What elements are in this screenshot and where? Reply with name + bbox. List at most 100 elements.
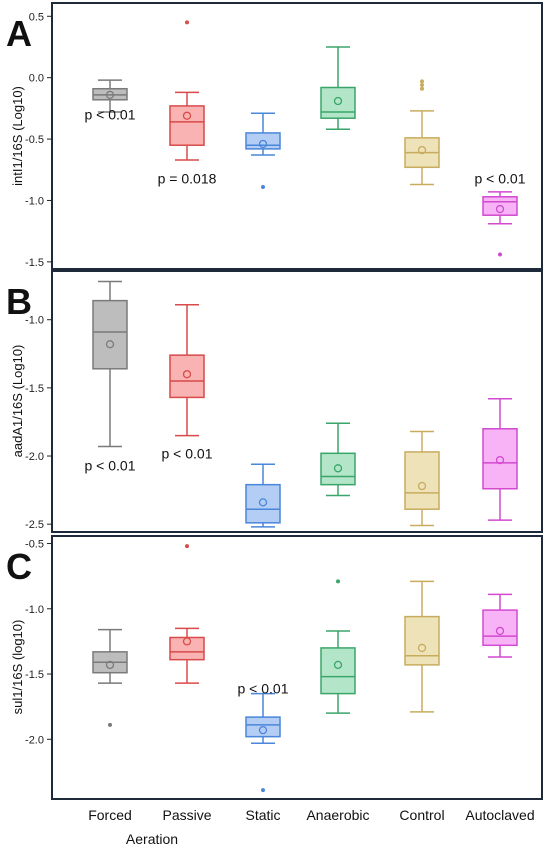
- x-tick-label-passive: Passive: [162, 807, 211, 823]
- iqr-box: [320, 452, 356, 486]
- panel-a-box-passive: [169, 20, 205, 161]
- outlier-point: [420, 86, 424, 91]
- panel-c-box-control: [404, 580, 440, 713]
- mean-marker: [495, 626, 505, 636]
- panel-a-p-value-annotation: p < 0.01: [85, 107, 136, 123]
- iqr-box: [482, 609, 518, 647]
- panel-b-y-tick-label: -1.0: [25, 315, 44, 327]
- mean-marker: [333, 660, 343, 670]
- x-tick-label-forced: Forced: [88, 807, 132, 823]
- mean-marker: [182, 637, 192, 646]
- mean-marker: [258, 139, 268, 149]
- mean-marker: [105, 660, 115, 670]
- outlier-point: [261, 184, 265, 189]
- x-axis: Forced Passive Static Anaerobic Control …: [88, 807, 534, 847]
- panel-c-y-tick-label: -1.0: [25, 604, 44, 616]
- mean-marker: [333, 464, 343, 473]
- mean-marker: [333, 96, 343, 106]
- iqr-box: [404, 615, 440, 666]
- panel-c-box-static: [245, 692, 281, 793]
- panel-a-box-static: [245, 112, 281, 189]
- iqr-box: [320, 86, 356, 119]
- panel-a-plot-area: -1.5 -1.0 -0.5 0.0 0.5 p < 0.01 p = 0.018 p < 0…: [25, 11, 526, 269]
- panel-a-box-anaerobic: [320, 46, 356, 130]
- panel-c-y-tick-label: -1.5: [25, 669, 44, 681]
- x-tick-label-autoclaved: Autoclaved: [465, 807, 534, 823]
- x-tick-label-anaerobic: Anaerobic: [306, 807, 369, 823]
- panel-a-y-tick-label: -1.5: [25, 257, 44, 269]
- outlier-point: [185, 544, 189, 549]
- panel-a-p-value-annotation: p = 0.018: [158, 170, 217, 186]
- panel-a-y-tick-label: 0.5: [29, 11, 44, 23]
- panel-b-box-static: [245, 463, 281, 528]
- panel-a-y-tick-label: -0.5: [25, 134, 44, 146]
- panel-a-box-forced: [92, 79, 128, 113]
- panel-b-label: B: [6, 281, 32, 322]
- panel-b-plot-area: -2.5 -2.0 -1.5 -1.0 p < 0.01 p < 0.01: [25, 280, 518, 531]
- panel-b: B aadA1/16S (Log10) -2.5 -2.0 -1.5 -1.0 p < …: [6, 270, 543, 533]
- panel-b-box-forced: [92, 280, 128, 448]
- iqr-box: [482, 428, 518, 490]
- panel-b-box-anaerobic: [320, 422, 356, 497]
- outlier-point: [498, 252, 502, 257]
- mean-marker: [258, 498, 268, 507]
- panel-b-box-passive: [169, 303, 205, 437]
- panel-c-box-passive: [169, 544, 205, 684]
- iqr-box: [169, 636, 205, 661]
- panel-a: A intI1/16S (Log10) -1.5 -1.0 -0.5 0.0 0.5 p …: [6, 2, 543, 270]
- panel-b-y-axis-label: aadA1/16S (Log10): [10, 345, 25, 458]
- panel-b-box-autoclaved: [482, 398, 518, 521]
- panel-a-label: A: [6, 13, 32, 54]
- panel-b-y-tick-label: -2.0: [25, 451, 44, 463]
- panel-c-p-value-annotation: p < 0.01: [238, 680, 289, 696]
- panel-b-y-tick-label: -2.5: [25, 519, 44, 531]
- outlier-point: [261, 788, 265, 793]
- panel-c: C sul1/16S (log10) -2.0 -1.5 -1.0 -0.5 p < 0…: [6, 535, 543, 800]
- panel-c-plot-area: -2.0 -1.5 -1.0 -0.5 p < 0.01: [25, 539, 518, 793]
- panel-b-p-value-annotation: p < 0.01: [162, 445, 213, 461]
- mean-marker: [417, 145, 427, 155]
- iqr-box: [169, 354, 205, 399]
- panel-a-y-tick-label: -1.0: [25, 195, 44, 207]
- panel-a-box-autoclaved: [482, 191, 518, 257]
- x-tick-label-static: Static: [245, 807, 280, 823]
- mean-marker: [258, 725, 268, 735]
- panel-c-y-tick-label: -0.5: [25, 539, 44, 551]
- panel-c-y-axis-label: sul1/16S (log10): [10, 620, 25, 715]
- mean-marker: [495, 204, 505, 214]
- outlier-point: [420, 83, 424, 88]
- panel-c-box-forced: [92, 628, 128, 727]
- outlier-point: [108, 722, 112, 727]
- iqr-box: [404, 451, 440, 510]
- panel-c-frame: [51, 535, 543, 800]
- panel-a-box-control: [404, 79, 440, 186]
- mean-marker: [417, 643, 427, 653]
- panel-c-box-autoclaved: [482, 593, 518, 658]
- mean-marker: [182, 370, 192, 379]
- outlier-point: [185, 20, 189, 25]
- mean-marker: [417, 481, 427, 491]
- panel-a-p-value-annotation: p < 0.01: [475, 170, 526, 186]
- mean-marker: [105, 90, 115, 100]
- mean-marker: [182, 111, 192, 120]
- panel-b-frame: [51, 270, 543, 533]
- iqr-box: [320, 647, 356, 695]
- iqr-box: [245, 483, 281, 524]
- panel-b-y-tick-label: -1.5: [25, 383, 44, 395]
- panel-c-y-tick-label: -2.0: [25, 734, 44, 746]
- x-tick-label-control: Control: [399, 807, 444, 823]
- panel-a-frame: [51, 2, 543, 270]
- panel-b-box-control: [404, 430, 440, 527]
- panel-a-y-axis-label: intI1/16S (Log10): [10, 86, 25, 186]
- x-axis-title: Aeration: [126, 831, 178, 847]
- mean-marker: [495, 455, 505, 465]
- panel-a-y-tick-label: 0.0: [29, 73, 44, 85]
- panel-c-label: C: [6, 546, 32, 587]
- panel-b-p-value-annotation: p < 0.01: [85, 458, 136, 474]
- panel-c-box-anaerobic: [320, 579, 356, 714]
- iqr-box: [92, 299, 128, 370]
- outlier-point: [420, 79, 424, 84]
- outlier-point: [336, 579, 340, 584]
- mean-marker: [105, 340, 115, 349]
